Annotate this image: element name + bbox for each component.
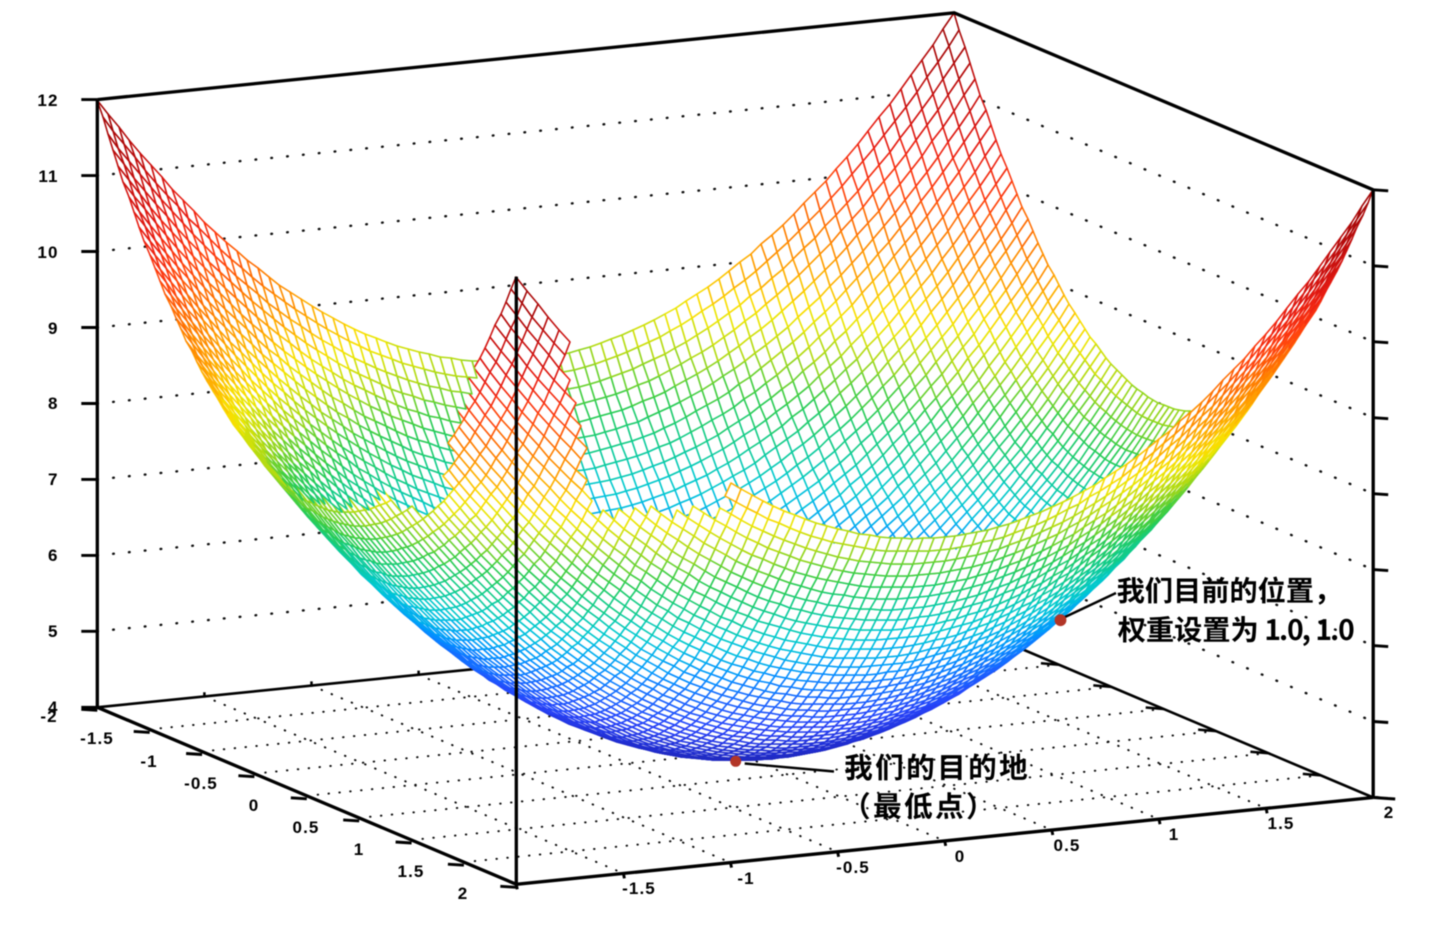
svg-text:7: 7 [48,470,59,489]
svg-text:6: 6 [48,546,59,565]
svg-text:4: 4 [48,698,59,717]
svg-text:11: 11 [38,167,58,186]
svg-text:2: 2 [458,884,469,903]
svg-text:0.5: 0.5 [293,818,320,837]
svg-text:8: 8 [48,394,59,413]
svg-text:1: 1 [354,840,365,859]
svg-text:-1.5: -1.5 [622,879,656,898]
svg-text:5: 5 [48,622,59,641]
svg-text:-0.5: -0.5 [836,858,870,877]
svg-text:1.5: 1.5 [398,862,425,881]
svg-text:-1.5: -1.5 [80,729,114,748]
svg-text:12: 12 [37,91,58,110]
svg-text:-2: -2 [40,707,57,726]
svg-text:10: 10 [37,243,58,262]
svg-text:-1: -1 [737,869,754,888]
svg-text:0: 0 [249,796,260,815]
svg-text:1: 1 [1169,825,1180,844]
svg-text:9: 9 [48,319,59,338]
svg-text:0.5: 0.5 [1054,836,1081,855]
svg-text:0: 0 [955,847,966,866]
svg-text:1.5: 1.5 [1268,814,1295,833]
svg-text:2: 2 [1384,803,1395,822]
svg-text:-0.5: -0.5 [184,774,218,793]
svg-text:-1: -1 [140,752,157,771]
